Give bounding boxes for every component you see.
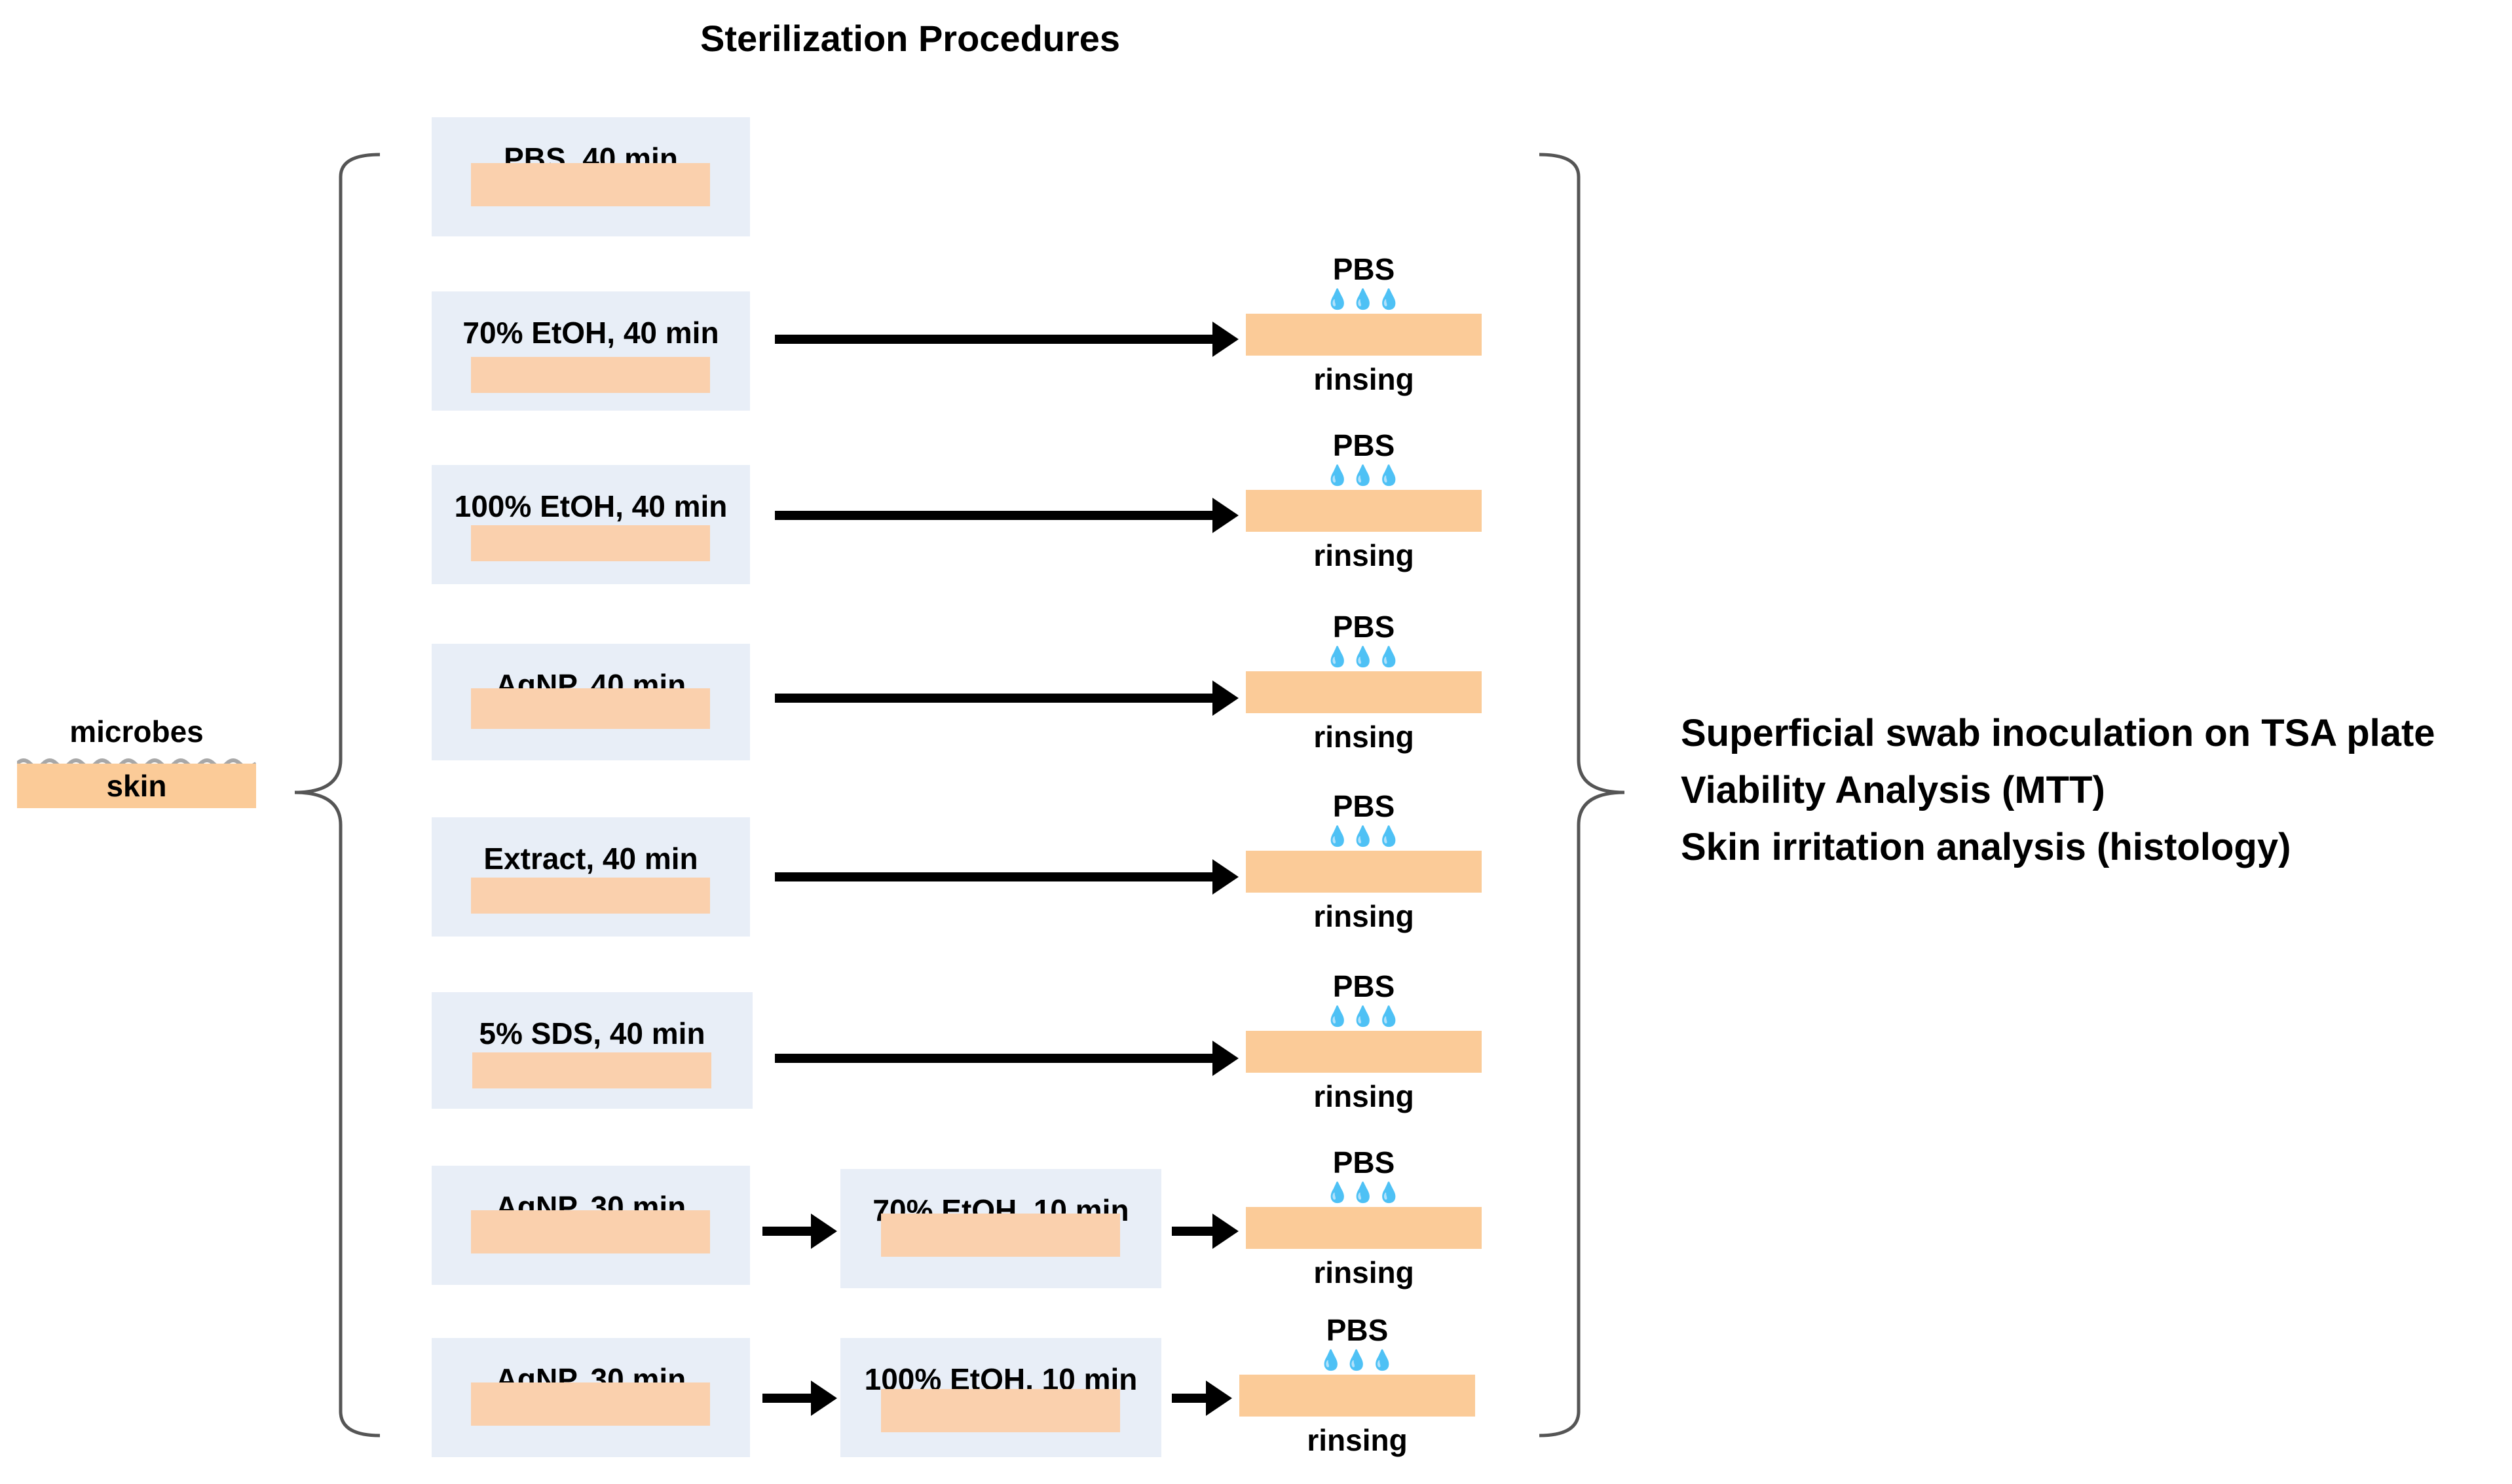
arrow — [762, 1214, 837, 1249]
droplets-icon: 💧💧💧 — [1324, 646, 1403, 668]
droplets-icon: 💧💧💧 — [1318, 1350, 1397, 1371]
rinsing-label: rinsing — [1313, 899, 1414, 933]
right-brace — [1539, 153, 1625, 1438]
step-label: 5% SDS, 40 min — [479, 1016, 705, 1050]
droplets-icon: 💧💧💧 — [1324, 1182, 1403, 1204]
pbs-label: PBS — [1332, 252, 1395, 286]
rinsing-label: rinsing — [1313, 1255, 1414, 1289]
rinsing-label: rinsing — [1313, 1079, 1414, 1113]
droplets-icon: 💧💧💧 — [1324, 1006, 1403, 1028]
microbes-label: microbes — [69, 714, 204, 749]
arrow — [762, 1381, 837, 1416]
droplets-icon: 💧💧💧 — [1324, 465, 1403, 487]
skin-strip — [881, 1389, 1120, 1432]
droplets-icon: 💧💧💧 — [1324, 826, 1403, 847]
rinse-strip — [1246, 1031, 1482, 1073]
rinse-strip — [1239, 1375, 1475, 1417]
step-box-etoh100-10: 100% EtOH, 10 min — [840, 1338, 1161, 1457]
step-box-agnp-40: AgNP, 40 min — [432, 644, 750, 760]
rinse-strip — [1246, 1207, 1482, 1249]
step-label: 100% EtOH, 40 min — [454, 489, 728, 523]
pbs-label: PBS — [1326, 1313, 1389, 1347]
arrow — [775, 322, 1239, 357]
outcome-item: Viability Analysis (MTT) — [1681, 769, 2105, 811]
step-box-agnp-30: AgNP, 30 min — [432, 1338, 750, 1457]
pbs-label: PBS — [1332, 969, 1395, 1003]
rinsing-label: rinsing — [1313, 720, 1414, 754]
step-box-extract-40: Extract, 40 min — [432, 817, 750, 937]
arrow — [775, 498, 1239, 533]
step-label: 70% EtOH, 40 min — [462, 316, 719, 350]
skin-strip — [472, 1052, 711, 1088]
step-box-etoh70-40: 70% EtOH, 40 min — [432, 291, 750, 411]
start-sample: microbes skin — [17, 714, 256, 819]
skin-strip: skin — [17, 764, 256, 808]
skin-label: skin — [106, 769, 167, 803]
rinse-strip — [1246, 671, 1482, 713]
droplets-icon: 💧💧💧 — [1324, 289, 1403, 310]
step-box-etoh70-10: 70% EtOH, 10 min — [840, 1169, 1161, 1288]
skin-strip — [471, 1210, 710, 1253]
arrow — [1172, 1214, 1239, 1249]
rinsing-label: rinsing — [1313, 538, 1414, 572]
pbs-label: PBS — [1332, 1145, 1395, 1179]
step-box-pbs-40: PBS, 40 min — [432, 117, 750, 236]
step-label: Extract, 40 min — [483, 842, 698, 876]
rinse-strip — [1246, 490, 1482, 532]
skin-strip — [471, 525, 710, 561]
diagram-title: Sterilization Procedures — [700, 18, 1121, 59]
skin-strip — [471, 357, 710, 393]
skin-strip — [471, 878, 710, 914]
rinsing-label: rinsing — [1307, 1423, 1408, 1457]
rinse-strip — [1246, 314, 1482, 356]
pbs-label: PBS — [1332, 789, 1395, 823]
arrow — [775, 1041, 1239, 1076]
arrow — [1172, 1381, 1232, 1416]
outcome-item: Skin irritation analysis (histology) — [1681, 826, 2291, 868]
left-brace — [294, 153, 381, 1438]
skin-strip — [471, 163, 710, 206]
outcomes-list: Superficial swab inoculation on TSA plat… — [1681, 705, 2435, 876]
step-box-sds-40: 5% SDS, 40 min — [432, 992, 753, 1109]
skin-strip — [471, 1382, 710, 1426]
outcome-item: Superficial swab inoculation on TSA plat… — [1681, 712, 2435, 754]
arrow — [775, 859, 1239, 895]
skin-strip — [471, 688, 710, 729]
arrow — [775, 680, 1239, 716]
pbs-label: PBS — [1332, 428, 1395, 462]
step-box-agnp-30: AgNP, 30 min — [432, 1166, 750, 1285]
rinsing-label: rinsing — [1313, 362, 1414, 396]
rinse-strip — [1246, 851, 1482, 893]
skin-strip — [881, 1214, 1120, 1257]
pbs-label: PBS — [1332, 610, 1395, 644]
step-box-etoh100-40: 100% EtOH, 40 min — [432, 465, 750, 584]
